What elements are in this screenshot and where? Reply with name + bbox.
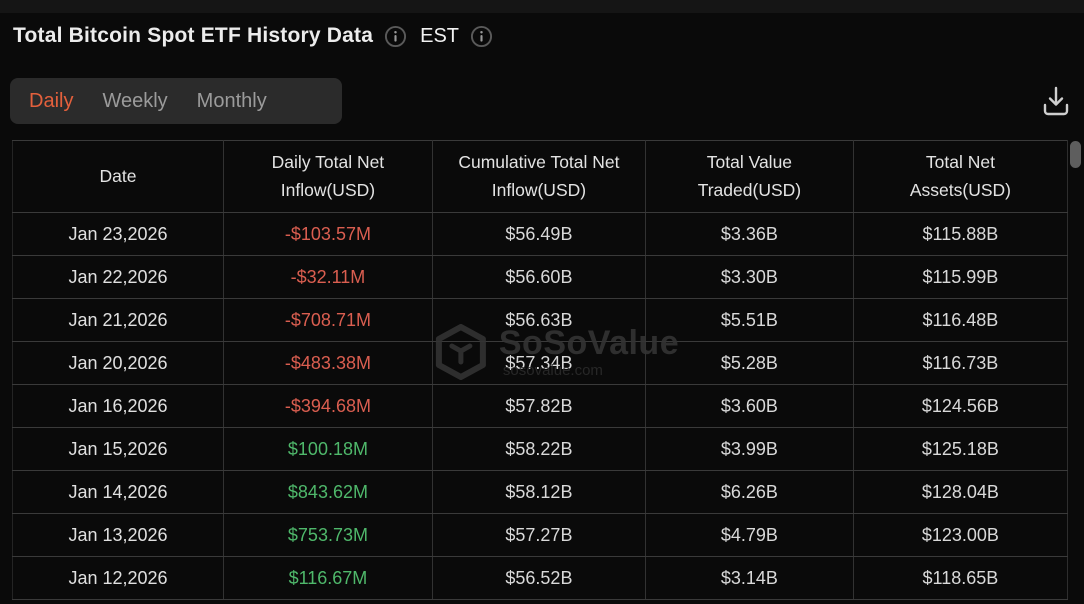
col-header-cumulative: Cumulative Total Net Inflow(USD) (432, 140, 646, 213)
date-cell: Jan 21,2026 (12, 298, 224, 342)
cumulative-inflow-cell: $57.34B (432, 341, 646, 385)
date-cell: Jan 22,2026 (12, 255, 224, 299)
vertical-scrollbar-thumb[interactable] (1070, 141, 1081, 168)
value-traded-cell: $4.79B (645, 513, 854, 557)
date-cell: Jan 20,2026 (12, 341, 224, 385)
tab-monthly[interactable]: Monthly (196, 89, 267, 112)
net-assets-cell: $115.99B (853, 255, 1069, 299)
cumulative-inflow-cell: $56.52B (432, 556, 646, 600)
timezone-label: EST (420, 24, 460, 47)
tab-weekly[interactable]: Weekly (102, 89, 168, 112)
value-traded-cell: $6.26B (645, 470, 854, 514)
daily-net-inflow-cell: -$708.71M (223, 298, 433, 342)
info-icon[interactable] (470, 25, 493, 48)
table-row: Jan 14,2026 $843.62M $58.12B $6.26B $128… (12, 470, 1069, 514)
net-assets-cell: $118.65B (853, 556, 1069, 600)
net-assets-cell: $125.18B (853, 427, 1069, 471)
table-row: Jan 23,2026 -$103.57M $56.49B $3.36B $11… (12, 212, 1069, 256)
date-cell: Jan 23,2026 (12, 212, 224, 256)
etf-history-table: Date Daily Total Net Inflow(USD) Cumulat… (12, 140, 1069, 600)
date-cell: Jan 12,2026 (12, 556, 224, 600)
value-traded-cell: $3.14B (645, 556, 854, 600)
net-assets-cell: $124.56B (853, 384, 1069, 428)
cumulative-inflow-cell: $56.60B (432, 255, 646, 299)
table-header-row: Date Daily Total Net Inflow(USD) Cumulat… (12, 140, 1069, 213)
tab-daily[interactable]: Daily (29, 89, 74, 112)
daily-net-inflow-cell: -$394.68M (223, 384, 433, 428)
col-header-traded: Total Value Traded(USD) (645, 140, 854, 213)
info-icon[interactable] (384, 25, 407, 48)
col-header-net-assets: Total Net Assets(USD) (853, 140, 1069, 213)
daily-net-inflow-cell: -$483.38M (223, 341, 433, 385)
period-tabbar: Daily Weekly Monthly (10, 78, 342, 124)
table-row: Jan 20,2026 -$483.38M $57.34B $5.28B $11… (12, 341, 1069, 385)
value-traded-cell: $5.28B (645, 341, 854, 385)
table-row: Jan 22,2026 -$32.11M $56.60B $3.30B $115… (12, 255, 1069, 299)
net-assets-cell: $116.73B (853, 341, 1069, 385)
cumulative-inflow-cell: $56.63B (432, 298, 646, 342)
date-cell: Jan 14,2026 (12, 470, 224, 514)
daily-net-inflow-cell: -$32.11M (223, 255, 433, 299)
cumulative-inflow-cell: $57.27B (432, 513, 646, 557)
value-traded-cell: $3.36B (645, 212, 854, 256)
cumulative-inflow-cell: $57.82B (432, 384, 646, 428)
table-row: Jan 12,2026 $116.67M $56.52B $3.14B $118… (12, 556, 1069, 600)
table-row: Jan 13,2026 $753.73M $57.27B $4.79B $123… (12, 513, 1069, 557)
date-cell: Jan 15,2026 (12, 427, 224, 471)
download-icon[interactable] (1041, 85, 1071, 117)
value-traded-cell: $3.60B (645, 384, 854, 428)
table-row: Jan 15,2026 $100.18M $58.22B $3.99B $125… (12, 427, 1069, 471)
cumulative-inflow-cell: $58.12B (432, 470, 646, 514)
value-traded-cell: $5.51B (645, 298, 854, 342)
page-title: Total Bitcoin Spot ETF History Data (13, 24, 374, 47)
net-assets-cell: $128.04B (853, 470, 1069, 514)
date-cell: Jan 13,2026 (12, 513, 224, 557)
daily-net-inflow-cell: -$103.57M (223, 212, 433, 256)
date-cell: Jan 16,2026 (12, 384, 224, 428)
value-traded-cell: $3.30B (645, 255, 854, 299)
cumulative-inflow-cell: $58.22B (432, 427, 646, 471)
net-assets-cell: $116.48B (853, 298, 1069, 342)
daily-net-inflow-cell: $843.62M (223, 470, 433, 514)
cumulative-inflow-cell: $56.49B (432, 212, 646, 256)
col-header-date: Date (12, 140, 224, 213)
net-assets-cell: $115.88B (853, 212, 1069, 256)
table-row: Jan 16,2026 -$394.68M $57.82B $3.60B $12… (12, 384, 1069, 428)
table-row: Jan 21,2026 -$708.71M $56.63B $5.51B $11… (12, 298, 1069, 342)
top-strip (0, 0, 1084, 13)
daily-net-inflow-cell: $116.67M (223, 556, 433, 600)
daily-net-inflow-cell: $753.73M (223, 513, 433, 557)
net-assets-cell: $123.00B (853, 513, 1069, 557)
value-traded-cell: $3.99B (645, 427, 854, 471)
daily-net-inflow-cell: $100.18M (223, 427, 433, 471)
titlebar: Total Bitcoin Spot ETF History Data EST (13, 24, 493, 48)
col-header-daily-net: Daily Total Net Inflow(USD) (223, 140, 433, 213)
